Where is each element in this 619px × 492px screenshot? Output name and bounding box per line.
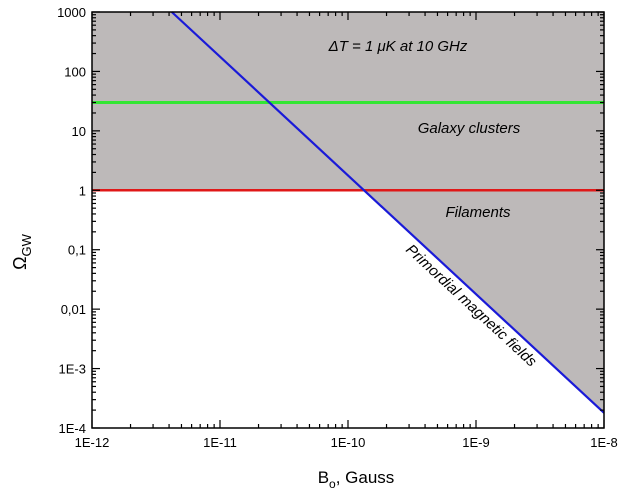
sensitivity-annotation: ΔT = 1 μK at 10 GHz [328,38,468,55]
y-tick-label: 10 [72,124,86,139]
x-axis-title-main: B [318,468,329,487]
y-tick-label: 1000 [57,5,86,20]
y-tick-labels: 1E-4 1E-3 0,01 0,1 1 10 100 1000 [57,5,86,436]
y-axis-title-subscript: GW [19,233,34,256]
primordial-magnetic-fields-line [171,11,605,414]
x-axis-title: Bo, Gauss [318,468,395,491]
y-tick-label: 1E-4 [59,421,86,436]
y-tick-label: 1 [79,183,86,198]
x-tick-labels: 1E-12 1E-11 1E-10 1E-9 1E-8 [75,435,618,450]
x-tick-label: 1E-12 [75,435,110,450]
x-tick-label: 1E-11 [203,435,237,450]
filaments-label: Filaments [445,204,511,221]
y-axis-title-main: Ω [10,256,30,269]
y-tick-label: 1E-3 [59,362,86,377]
y-tick-label: 0,01 [61,302,86,317]
plot-frame [91,11,605,429]
y-tick-label: 0,1 [68,243,86,258]
x-axis-title-subscript: o [329,477,336,491]
x-axis-title-rest: , Gauss [336,468,395,487]
y-axis-title: ΩGW [10,233,34,270]
x-tick-label: 1E-8 [590,435,617,450]
plot-area [92,11,605,414]
shaded-excluded-region [92,12,604,413]
x-tick-label: 1E-9 [462,435,489,450]
galaxy-clusters-label: Galaxy clusters [418,120,521,137]
x-tick-label: 1E-10 [331,435,366,450]
y-tick-label: 100 [64,64,86,79]
